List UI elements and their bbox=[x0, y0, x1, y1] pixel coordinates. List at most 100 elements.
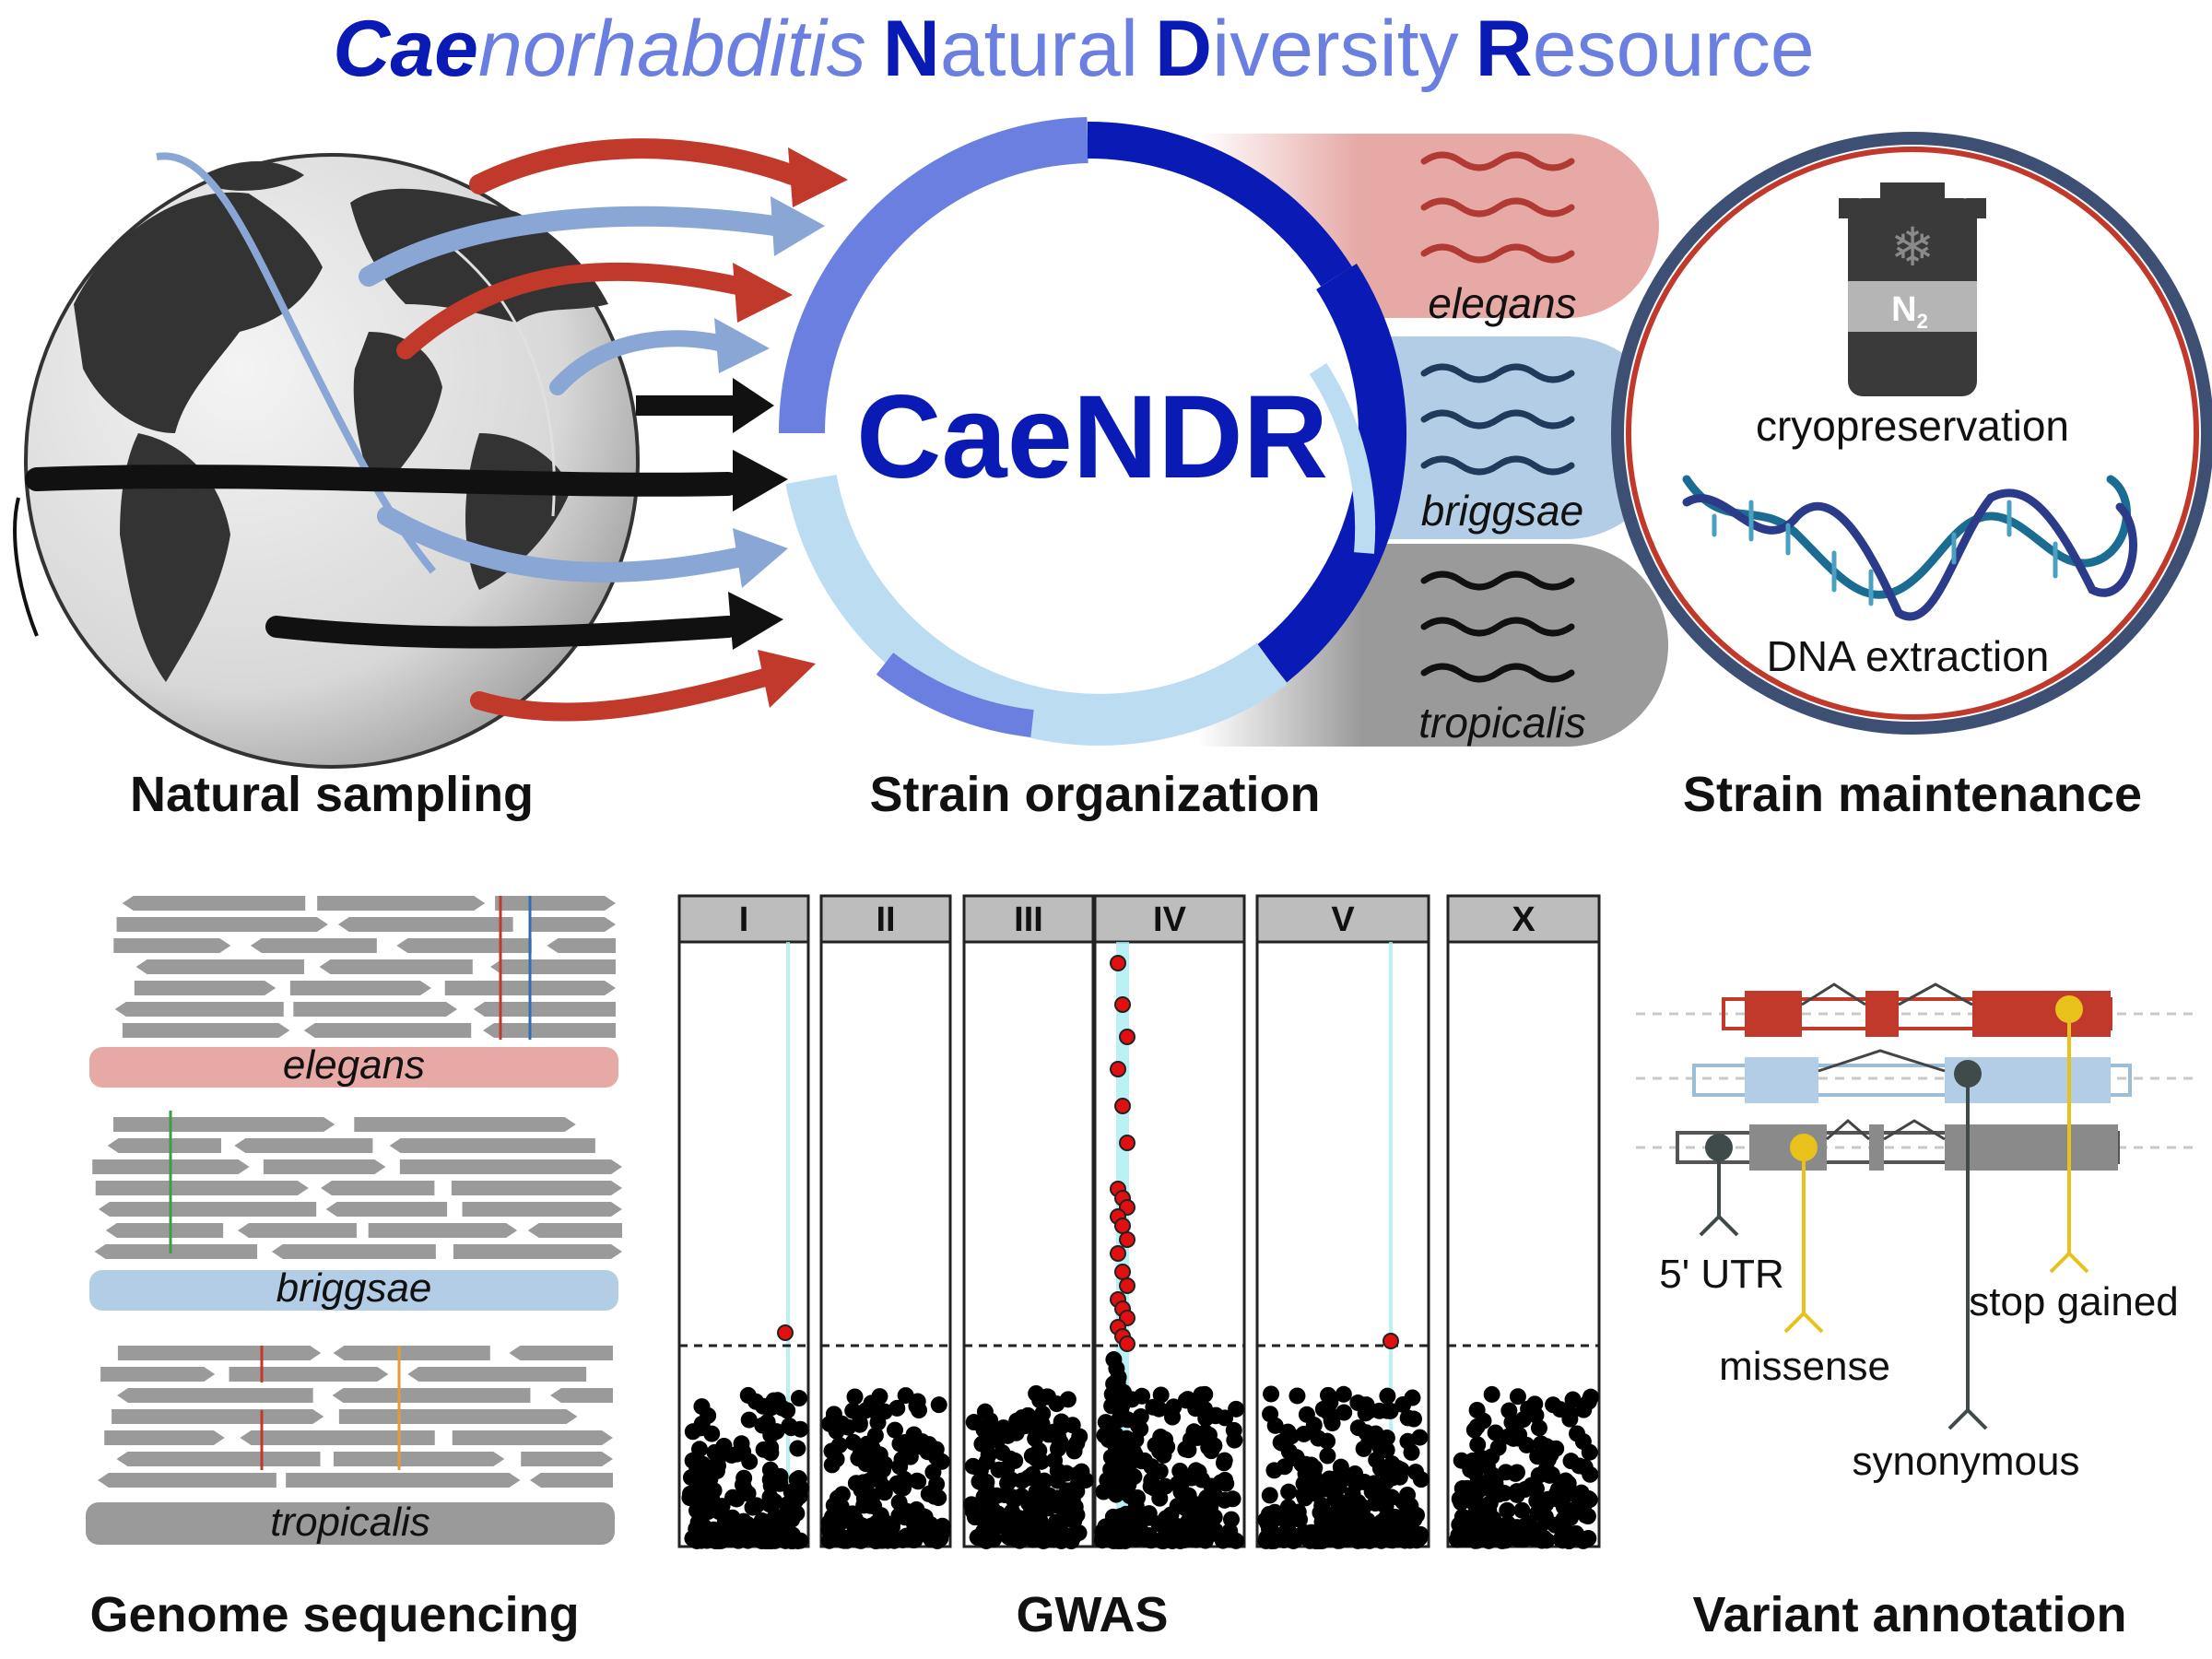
gwas-marker bbox=[864, 1488, 881, 1505]
gwas-marker bbox=[1152, 1386, 1170, 1404]
sequencing-read bbox=[319, 959, 473, 974]
sequencing-read bbox=[95, 1181, 309, 1195]
gwas-marker bbox=[1476, 1475, 1493, 1492]
sequencing-read bbox=[451, 1181, 622, 1195]
elegans-worms bbox=[1420, 151, 1575, 264]
gwas-marker bbox=[1171, 1462, 1189, 1479]
sequencing-read bbox=[325, 1202, 448, 1217]
gwas-marker bbox=[1118, 1477, 1135, 1494]
sequencing-read bbox=[234, 1138, 373, 1153]
gwas-marker bbox=[1107, 1513, 1124, 1531]
gwas-marker bbox=[886, 1532, 903, 1549]
gwas-marker bbox=[1478, 1457, 1496, 1475]
gwas-marker bbox=[684, 1423, 701, 1441]
gwas-marker bbox=[1491, 1522, 1509, 1539]
gwas-marker bbox=[1068, 1434, 1086, 1452]
gwas-marker bbox=[1215, 1454, 1232, 1472]
gwas-marker bbox=[1399, 1409, 1417, 1427]
gwas-marker bbox=[1135, 1529, 1152, 1547]
gwas-marker bbox=[1360, 1402, 1378, 1419]
gwas-marker bbox=[876, 1403, 893, 1420]
gwas-marker bbox=[761, 1443, 779, 1461]
sequencing-read bbox=[237, 1223, 357, 1238]
gwas-marker bbox=[871, 1388, 888, 1406]
gwas-marker bbox=[1033, 1524, 1051, 1542]
gwas-marker bbox=[1261, 1487, 1278, 1504]
gwas-marker bbox=[851, 1414, 868, 1431]
gwas-marker bbox=[1046, 1452, 1064, 1469]
sequencing-read bbox=[332, 1388, 531, 1403]
chromosome-label: X bbox=[1512, 900, 1535, 939]
gwas-marker bbox=[1133, 1453, 1150, 1470]
pin-synonymous bbox=[1947, 1060, 1988, 1430]
sequencing-read bbox=[452, 1430, 613, 1445]
gwas-marker bbox=[1059, 1391, 1077, 1408]
sequencing-read bbox=[473, 1002, 616, 1017]
sequencing-read bbox=[107, 1138, 222, 1153]
gwas-marker bbox=[1518, 1436, 1535, 1453]
gwas-marker bbox=[711, 1503, 728, 1521]
title-iversity: iversity bbox=[1212, 5, 1459, 93]
gwas-marker bbox=[1295, 1475, 1312, 1492]
gwas-marker bbox=[1575, 1401, 1593, 1418]
sequencing-read bbox=[453, 1244, 622, 1259]
title-d: D bbox=[1155, 5, 1212, 93]
gwas-marker bbox=[1412, 1471, 1430, 1488]
gwas-marker bbox=[1113, 1397, 1131, 1415]
sequencing-read bbox=[399, 1159, 622, 1174]
gwas-marker bbox=[978, 1474, 995, 1491]
gwas-marker bbox=[1332, 1465, 1349, 1483]
gwas-marker bbox=[1285, 1532, 1302, 1549]
gwas-marker bbox=[786, 1485, 804, 1502]
gwas-marker bbox=[1379, 1402, 1396, 1419]
sequencing-read bbox=[509, 1346, 613, 1360]
seq-label-elegans: elegans bbox=[283, 1042, 425, 1088]
liquid-nitrogen-tank: ❄ N2 bbox=[1839, 182, 1986, 396]
gwas-marker bbox=[910, 1402, 927, 1419]
gwas-marker bbox=[1308, 1532, 1325, 1549]
gwas-marker bbox=[1322, 1530, 1339, 1547]
significant-marker bbox=[1119, 1335, 1135, 1352]
gwas-marker bbox=[1280, 1443, 1298, 1461]
gwas-marker bbox=[1335, 1385, 1352, 1403]
gwas-marker bbox=[1454, 1529, 1472, 1547]
gwas-marker bbox=[1487, 1424, 1504, 1441]
gwas-marker bbox=[781, 1418, 798, 1435]
gwas-marker bbox=[990, 1461, 1007, 1478]
gwas-marker bbox=[1507, 1465, 1524, 1482]
gwas-marker bbox=[1187, 1400, 1205, 1418]
gwas-marker bbox=[888, 1399, 906, 1417]
sequencing-read bbox=[286, 1473, 521, 1488]
sequencing-read bbox=[116, 1452, 321, 1466]
gwas-marker bbox=[1118, 1529, 1135, 1547]
gwas-marker bbox=[859, 1446, 877, 1464]
gwas-marker bbox=[1335, 1404, 1353, 1421]
sequencing-read bbox=[527, 1223, 622, 1238]
sequencing-read bbox=[240, 1430, 435, 1445]
gwas-marker bbox=[1397, 1517, 1415, 1535]
gwas-marker bbox=[741, 1453, 759, 1470]
gwas-marker bbox=[982, 1412, 999, 1430]
gwas-marker bbox=[1004, 1488, 1021, 1506]
gwas-marker bbox=[891, 1458, 909, 1476]
sequencing-read bbox=[333, 1346, 490, 1360]
maintenance-circle: ❄ N2 cryopreservation DNA extraction bbox=[1611, 132, 2212, 735]
gwas-marker bbox=[1349, 1508, 1367, 1525]
gwas-marker bbox=[1469, 1436, 1487, 1453]
chromosome-header bbox=[1255, 894, 1430, 944]
gwas-marker bbox=[1260, 1505, 1277, 1523]
gwas-marker bbox=[767, 1517, 784, 1535]
gwas-marker bbox=[860, 1529, 877, 1547]
gwas-marker bbox=[1193, 1386, 1210, 1404]
gwas-marker bbox=[1028, 1483, 1045, 1500]
title-norhabditis: norhabditis bbox=[478, 5, 866, 93]
gwas-marker bbox=[1297, 1455, 1314, 1473]
gwas-marker bbox=[1581, 1491, 1598, 1509]
chromosome-label: II bbox=[876, 900, 895, 939]
gwas-marker bbox=[1289, 1503, 1307, 1521]
gwas-marker bbox=[990, 1511, 1007, 1528]
sequencing-read bbox=[116, 1388, 313, 1403]
gwas-marker bbox=[1504, 1430, 1522, 1447]
tank-label: N2 bbox=[1891, 290, 1928, 333]
sequencing-read bbox=[320, 1181, 435, 1195]
